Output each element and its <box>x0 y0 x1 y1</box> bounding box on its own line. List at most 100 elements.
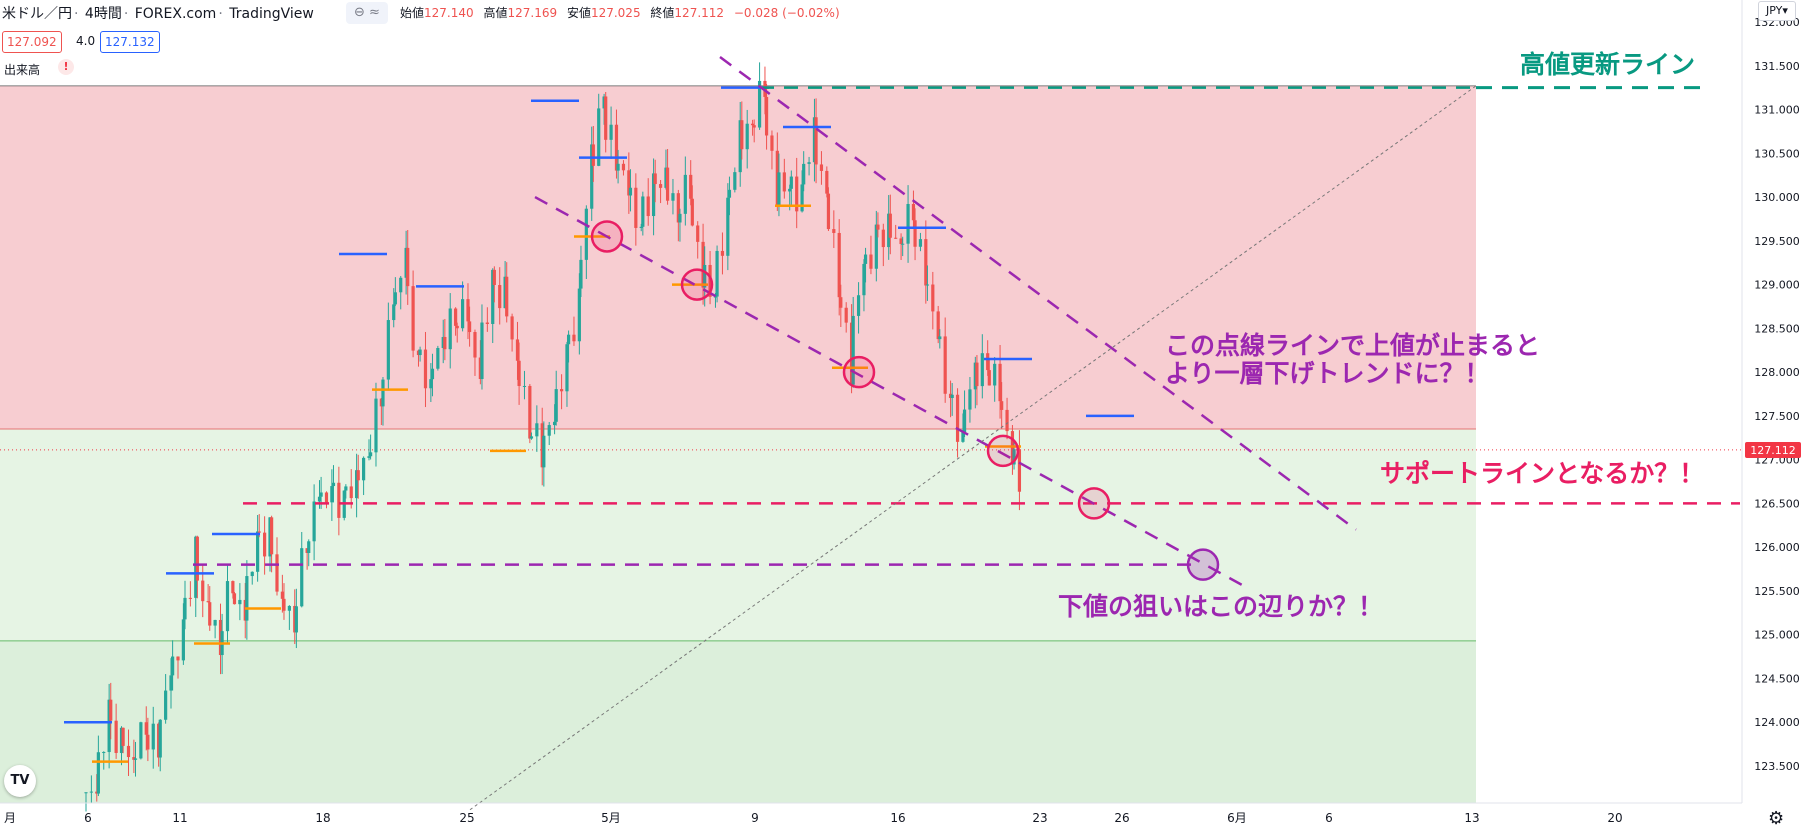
candle-body <box>651 173 656 217</box>
candle-body <box>733 172 737 190</box>
candle-body <box>280 591 284 599</box>
candle-body <box>676 193 680 223</box>
candle-body <box>572 334 576 342</box>
settings-gear-icon[interactable]: ⚙ <box>1768 808 1785 829</box>
candle-body <box>181 619 185 661</box>
time-tick-label: 6月 <box>1227 811 1247 825</box>
time-tick-label: 6 <box>84 811 92 825</box>
candle-body <box>121 727 125 746</box>
candle-body <box>1012 449 1016 465</box>
candle-body <box>849 322 854 385</box>
price-tick-label: 125.500 <box>1754 585 1800 598</box>
candle-body <box>423 349 428 389</box>
candle-body <box>720 250 725 256</box>
candle-body <box>356 470 360 481</box>
indicator-toggle-icon[interactable]: ⊖ ≈ <box>346 2 388 24</box>
candle-body <box>777 172 781 206</box>
candle-body <box>552 421 557 426</box>
price-label-text: 127.112 <box>1750 444 1796 457</box>
candle-body <box>367 456 371 458</box>
candle-body <box>993 363 997 386</box>
price-tick-label: 124.000 <box>1754 716 1800 729</box>
candle-body <box>869 254 873 269</box>
candle-body <box>109 699 113 721</box>
candle-body <box>263 532 267 557</box>
price-tick-label: 128.500 <box>1754 322 1800 335</box>
candle-body <box>225 581 230 632</box>
candle-body <box>802 163 806 185</box>
candle-body <box>213 619 217 626</box>
candle-body <box>89 791 93 793</box>
candle-body <box>485 322 489 324</box>
price-tick-label: 131.000 <box>1754 104 1800 117</box>
candle-body <box>627 170 631 196</box>
candle-body <box>293 605 297 633</box>
candle-body <box>194 536 198 598</box>
candle-body <box>157 723 161 758</box>
lower-zone <box>0 640 1476 803</box>
candle-body <box>906 203 910 244</box>
candle-body <box>825 170 829 194</box>
broker: FOREX.com <box>134 6 217 22</box>
currency-select[interactable]: JPY▾ <box>1758 1 1796 21</box>
candle-body <box>307 541 311 553</box>
candle-body <box>176 656 180 661</box>
candle-body <box>443 336 447 350</box>
channel-note-line2: より一層下げトレンドに？！ <box>1165 359 1490 388</box>
candle-body <box>788 188 792 192</box>
time-tick-label: 18 <box>315 811 330 825</box>
candle-body <box>492 269 496 286</box>
candle-body <box>925 284 930 286</box>
candle-body <box>646 196 650 217</box>
candle-body <box>597 108 601 166</box>
candle-body <box>317 496 322 502</box>
candle-body <box>324 492 329 503</box>
time-tick-label: 6 <box>1325 811 1333 825</box>
ask-price[interactable]: 127.132 <box>100 31 160 53</box>
candle-body <box>119 727 124 753</box>
candle-body <box>782 172 786 192</box>
candle-body <box>337 482 341 518</box>
candle-body <box>874 224 878 269</box>
time-tick-label: 20 <box>1607 811 1622 825</box>
candle-body <box>312 501 316 542</box>
background-zones <box>0 85 1742 803</box>
candle-body <box>282 598 286 611</box>
candle-body <box>789 176 793 189</box>
candle-body <box>270 517 274 555</box>
price-tick-label: 123.500 <box>1754 760 1800 773</box>
candle-body <box>467 321 472 333</box>
candle-body <box>331 482 336 487</box>
candle-body <box>862 263 866 296</box>
candle-body <box>913 220 917 247</box>
candle-body <box>238 599 242 605</box>
bid-price[interactable]: 127.092 <box>2 31 62 53</box>
candle-body <box>491 269 495 324</box>
candle-body <box>616 163 620 171</box>
platform: TradingView <box>229 6 314 22</box>
candle-body <box>807 162 811 164</box>
candle-body <box>218 619 223 656</box>
candle-body <box>764 96 769 136</box>
candle-body <box>554 389 558 422</box>
tradingview-logo-icon[interactable]: TV <box>4 765 36 797</box>
candle-body <box>579 259 583 289</box>
candle-body <box>881 229 885 248</box>
symbol-name: 米ドル／円 <box>2 6 72 22</box>
high-update-label: 高値更新ライン <box>1520 50 1695 79</box>
candle-body <box>542 435 546 468</box>
warning-icon[interactable]: ! <box>58 59 74 75</box>
symbol-header[interactable]: 米ドル／円 · 4時間 · FOREX.com · TradingView <box>2 6 314 22</box>
candle-body <box>671 193 675 201</box>
candle-body <box>268 517 272 557</box>
candle-body <box>837 232 841 298</box>
price-label-badge: 127.112 <box>1745 442 1801 458</box>
candle-body <box>183 597 187 620</box>
volume-label: 出来高 <box>4 63 41 77</box>
candle-body <box>344 486 348 491</box>
candle-body <box>690 198 694 226</box>
price-tick-label: 129.000 <box>1754 279 1800 292</box>
candle-body <box>819 164 824 171</box>
candle-body <box>535 423 539 437</box>
